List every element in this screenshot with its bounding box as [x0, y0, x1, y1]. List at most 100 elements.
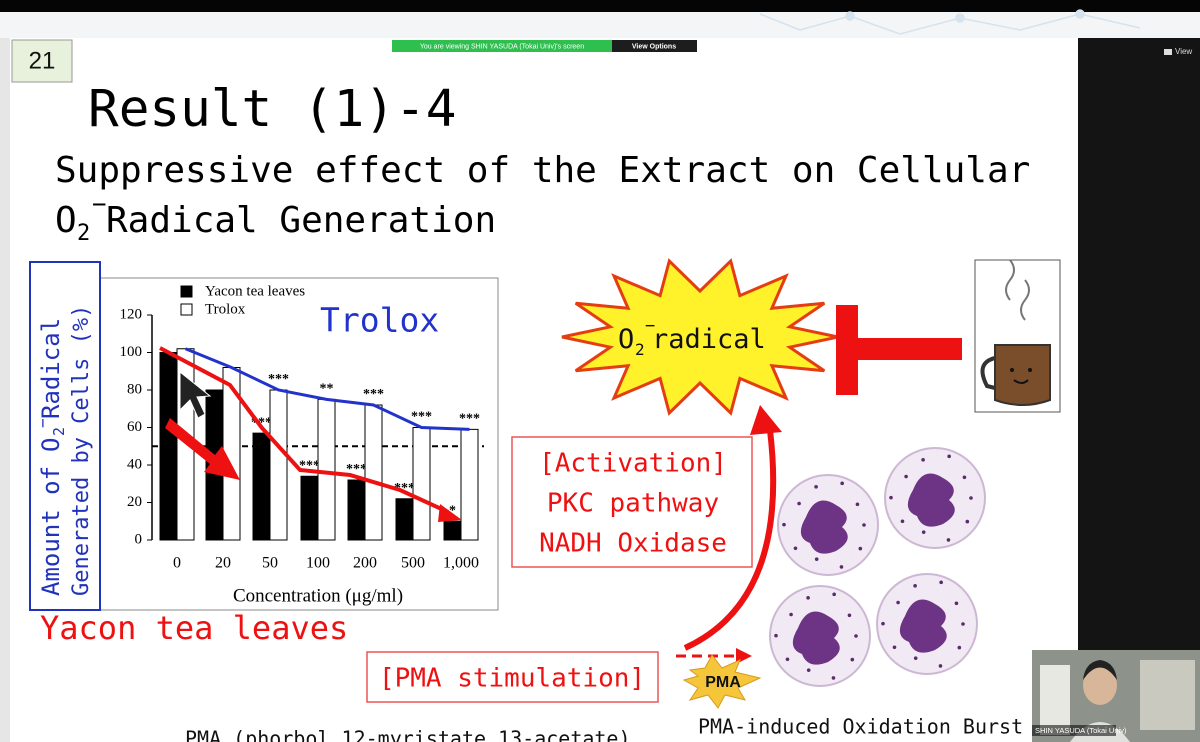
view-icon[interactable]	[1164, 49, 1172, 55]
activation-label: [Activation]	[539, 449, 727, 479]
legend-swatch	[180, 285, 193, 298]
granule	[946, 538, 951, 542]
radical-burst	[561, 258, 839, 416]
x-tick-label: 50	[262, 555, 278, 572]
granule	[789, 612, 793, 617]
y-tick-label: 80	[127, 381, 142, 397]
significance-label: ***	[363, 387, 384, 402]
granule	[921, 458, 925, 462]
bar	[300, 475, 319, 541]
slide-number-box	[11, 39, 73, 83]
view-options-button[interactable]	[612, 40, 697, 52]
granule	[785, 657, 790, 662]
o2-base: O	[37, 438, 65, 452]
granule	[806, 668, 811, 672]
yacon-arrowhead	[438, 504, 462, 522]
bar	[347, 479, 366, 541]
subtitle-line2: O 2 − Radical Generation	[55, 190, 496, 246]
background-pattern	[759, 9, 1141, 35]
significance-label: ***	[268, 372, 289, 387]
y-tick-label: 0	[135, 531, 143, 547]
view-options-label[interactable]: View Options	[632, 43, 676, 50]
legend-label: Yacon tea leaves	[205, 283, 305, 299]
legend-label: Trolox	[205, 301, 246, 317]
significance-label: *	[449, 503, 456, 518]
activation-box	[511, 436, 753, 568]
granule	[957, 645, 962, 650]
granule	[782, 522, 786, 527]
trolox-line	[184, 347, 470, 431]
granule	[855, 502, 860, 507]
x-tick-label: 200	[353, 555, 377, 572]
y-tick-label: 20	[127, 494, 142, 510]
cursor	[179, 370, 212, 419]
bar	[252, 432, 271, 541]
granule	[850, 657, 855, 662]
slide-number: 21	[29, 47, 56, 74]
granule	[854, 634, 858, 638]
o2-sub: 2	[635, 340, 645, 359]
granule	[862, 523, 866, 527]
granule	[900, 519, 905, 524]
granule	[858, 546, 863, 551]
y-label-line1: Amount of O 2 − Radical	[33, 318, 68, 596]
inhibition-cap	[836, 305, 858, 395]
granule	[896, 600, 900, 605]
granule	[947, 454, 951, 459]
share-banner-text: You are viewing SHIN YASUDA (Tokai Univ)…	[420, 43, 584, 50]
x-tick-label: 500	[401, 555, 425, 572]
side-panel	[1078, 38, 1200, 742]
granule	[889, 495, 893, 500]
trolox-annotation: Trolox	[320, 301, 439, 340]
granule	[939, 580, 943, 585]
inhibition-bar	[840, 338, 962, 360]
granule	[831, 676, 836, 680]
granule	[797, 501, 801, 506]
left-margin	[0, 38, 10, 742]
yacon-annotation: Yacon tea leaves	[40, 609, 348, 647]
granule	[965, 519, 970, 524]
bar	[317, 398, 336, 541]
granule	[814, 557, 819, 561]
x-tick-label: 1,000	[443, 555, 479, 572]
participant-video: SHIN YASUDA (Tokai Univ)	[1032, 650, 1200, 742]
participant-name: SHIN YASUDA (Tokai Univ)	[1035, 726, 1127, 735]
granule	[969, 496, 973, 500]
bar	[443, 520, 462, 541]
neutrophils	[769, 447, 986, 687]
subtitle-rest: Radical Generation	[106, 200, 496, 241]
yacon-trend-arrow	[159, 346, 449, 514]
pma-definition: PMA (phorbol 12-myristate 13-acetate)	[185, 727, 631, 742]
bar	[412, 427, 431, 541]
y-label-end: Radical	[37, 318, 65, 419]
granule	[881, 621, 885, 626]
pma-label: PMA	[705, 674, 741, 691]
nucleus	[792, 611, 840, 665]
desktop-strip	[0, 12, 1200, 38]
granule	[840, 481, 844, 486]
granule	[962, 475, 967, 480]
bar	[269, 389, 288, 541]
granule	[832, 592, 836, 597]
bar	[460, 428, 479, 541]
o2-sup: −	[92, 190, 106, 218]
nucleus	[899, 599, 947, 653]
top-bar	[0, 0, 1200, 12]
y-tick-label: 100	[120, 344, 143, 360]
o2-base: O	[618, 324, 634, 355]
pma-stimulation-label: [PMA stimulation]	[379, 664, 645, 694]
granule	[793, 546, 798, 551]
view-button[interactable]: View	[1175, 47, 1192, 56]
granule	[954, 601, 959, 606]
bar	[395, 498, 414, 541]
y-tick-label: 40	[127, 456, 142, 472]
granule	[892, 645, 897, 650]
nucleus	[800, 500, 848, 554]
granule	[806, 596, 810, 600]
x-axis-label: Concentration (μg/ml)	[233, 585, 403, 606]
oxidase-label: NADH Oxidase	[539, 529, 727, 559]
activation-arrow	[683, 429, 777, 651]
x-tick-label: 100	[306, 555, 330, 572]
o2-sub: 2	[50, 427, 68, 436]
y-tick-label: 120	[120, 306, 143, 322]
